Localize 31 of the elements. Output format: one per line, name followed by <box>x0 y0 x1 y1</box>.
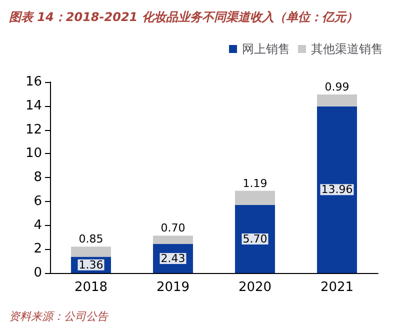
y-tick-label: 4 <box>34 218 42 233</box>
y-tick-label: 14 <box>25 98 42 114</box>
text: 资料来源：公司公告 <box>9 310 109 323</box>
data-label: 5.70 <box>242 232 268 246</box>
x-tick-label: 2021 <box>320 280 354 295</box>
bar <box>317 94 357 106</box>
data-label: 0.99 <box>324 80 350 94</box>
bar <box>71 246 111 257</box>
data-label: 1.36 <box>78 258 104 272</box>
data-label: 0.85 <box>78 232 104 246</box>
x-tick-label: 2020 <box>238 280 272 295</box>
y-tick-label: 10 <box>25 146 42 162</box>
data-label: 0.70 <box>160 222 186 235</box>
legend-label: 其他渠道销售 <box>311 42 383 56</box>
bar <box>153 236 193 244</box>
data-label: 2.43 <box>160 252 186 265</box>
y-tick-label: 12 <box>25 122 42 138</box>
y-tick-label: 6 <box>34 194 42 209</box>
data-label: 1.19 <box>242 176 268 190</box>
bar <box>235 190 275 205</box>
y-tick-label: 8 <box>34 170 42 185</box>
chart-title: 图表 14：2018-2021 化妆品业务不同渠道收入（单位：亿元） <box>9 10 358 24</box>
bar <box>317 106 357 273</box>
data-label: 13.96 <box>321 183 353 196</box>
x-tick-label: 2018 <box>74 280 108 295</box>
y-tick-label: 0 <box>34 266 42 280</box>
y-tick-label: 16 <box>25 74 42 90</box>
bar <box>235 204 275 273</box>
x-tick-label: 2019 <box>156 280 190 295</box>
y-tick-label: 2 <box>34 242 42 257</box>
legend-label: 网上销售 <box>242 42 290 56</box>
